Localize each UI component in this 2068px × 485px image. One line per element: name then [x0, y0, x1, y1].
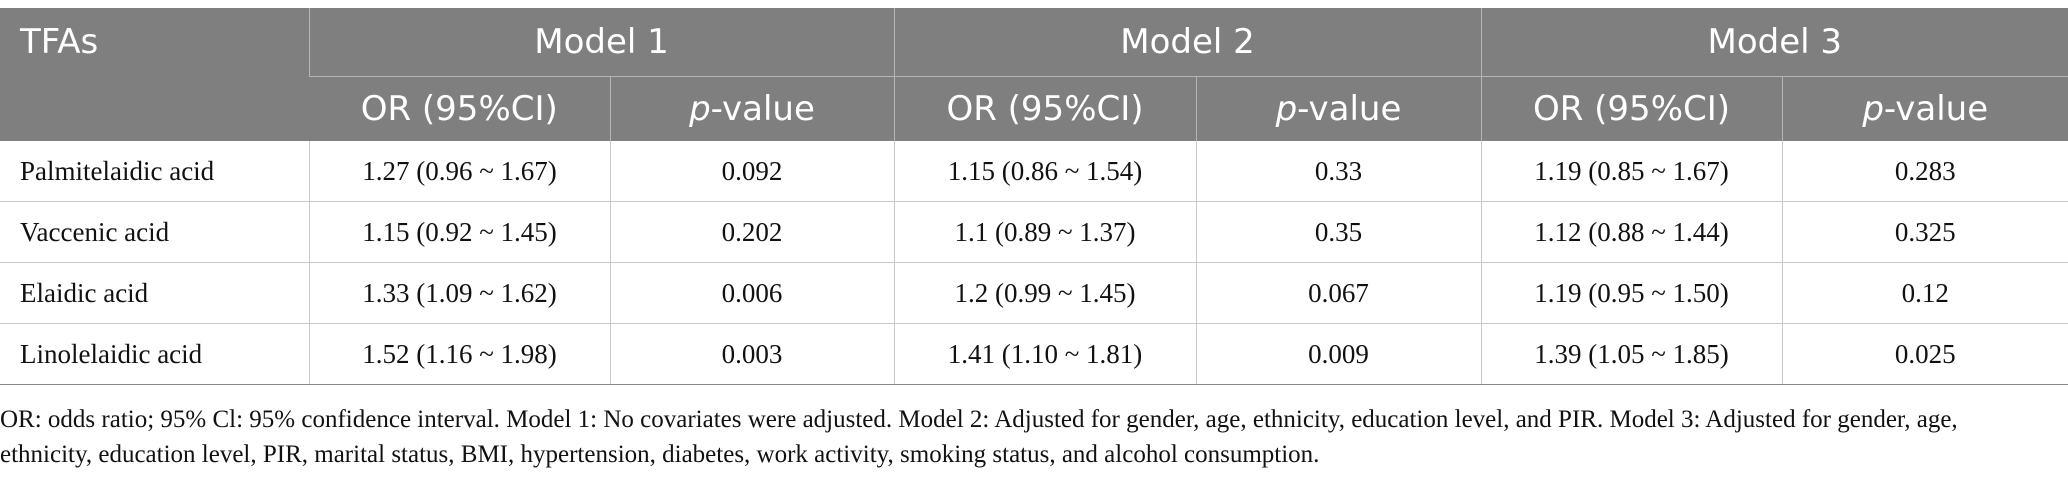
header-model-3: Model 3 — [1480, 8, 2068, 77]
cell-or-model-2: 1.41 (1.10 ~ 1.81) — [893, 323, 1196, 385]
cell-p-model-1: 0.003 — [609, 323, 894, 385]
header-tfas: TFAs — [0, 8, 309, 141]
table-body: Palmitelaidic acid 1.27 (0.96 ~ 1.67) 0.… — [0, 141, 2068, 385]
cell-or-model-1: 1.52 (1.16 ~ 1.98) — [308, 323, 610, 385]
cell-p-model-1: 0.202 — [609, 201, 894, 263]
cell-or-model-3: 1.12 (0.88 ~ 1.44) — [1480, 201, 1782, 263]
p-value-suffix: -value — [1883, 89, 1989, 129]
table-container: TFAs Model 1 Model 2 Model 3 OR (95%CI) … — [0, 8, 2068, 385]
cell-p-model-3: 0.325 — [1781, 201, 2068, 263]
cell-or-model-3: 1.39 (1.05 ~ 1.85) — [1480, 323, 1782, 385]
cell-p-model-3: 0.025 — [1781, 323, 2068, 385]
header-or-model-1: OR (95%CI) — [309, 76, 610, 141]
row-label: Vaccenic acid — [0, 201, 309, 263]
header-p-value-model-1: p-value — [609, 76, 894, 141]
cell-p-model-2: 0.35 — [1195, 201, 1481, 263]
table-row: Palmitelaidic acid 1.27 (0.96 ~ 1.67) 0.… — [0, 141, 2068, 202]
cell-p-model-3: 0.283 — [1781, 141, 2068, 202]
cell-p-model-2: 0.009 — [1195, 323, 1481, 385]
cell-or-model-2: 1.15 (0.86 ~ 1.54) — [893, 141, 1196, 202]
table-row: Vaccenic acid 1.15 (0.92 ~ 1.45) 0.202 1… — [0, 201, 2068, 263]
cell-p-model-2: 0.33 — [1195, 141, 1481, 202]
cell-or-model-1: 1.27 (0.96 ~ 1.67) — [308, 141, 610, 202]
cell-or-model-1: 1.33 (1.09 ~ 1.62) — [308, 262, 610, 324]
odds-ratio-table: TFAs Model 1 Model 2 Model 3 OR (95%CI) … — [0, 8, 2068, 385]
p-italic: p — [689, 89, 711, 129]
cell-or-model-3: 1.19 (0.95 ~ 1.50) — [1480, 262, 1782, 324]
table-row: Linolelaidic acid 1.52 (1.16 ~ 1.98) 0.0… — [0, 323, 2068, 385]
p-value-suffix: -value — [1297, 89, 1402, 129]
cell-p-model-2: 0.067 — [1195, 262, 1481, 324]
table-footnote: OR: odds ratio; 95% Cl: 95% confidence i… — [0, 406, 1958, 468]
p-value-suffix: -value — [710, 89, 815, 129]
row-label: Elaidic acid — [0, 262, 309, 324]
cell-or-model-1: 1.15 (0.92 ~ 1.45) — [308, 201, 610, 263]
cell-or-model-2: 1.2 (0.99 ~ 1.45) — [893, 262, 1196, 324]
header-or-model-3: OR (95%CI) — [1480, 76, 1782, 141]
cell-or-model-3: 1.19 (0.85 ~ 1.67) — [1480, 141, 1782, 202]
header-model-1: Model 1 — [308, 8, 894, 77]
header-model-2: Model 2 — [893, 8, 1481, 77]
p-italic: p — [1275, 89, 1298, 129]
cell-p-model-1: 0.092 — [609, 141, 894, 202]
row-label: Linolelaidic acid — [0, 323, 309, 385]
header-p-value-model-3: p-value — [1781, 76, 2068, 141]
table-row: Elaidic acid 1.33 (1.09 ~ 1.62) 0.006 1.… — [0, 262, 2068, 324]
row-label: Palmitelaidic acid — [0, 141, 309, 202]
header-or-model-2: OR (95%CI) — [893, 76, 1196, 141]
table-header: TFAs Model 1 Model 2 Model 3 OR (95%CI) … — [0, 8, 2068, 141]
cell-or-model-2: 1.1 (0.89 ~ 1.37) — [893, 201, 1196, 263]
p-italic: p — [1862, 89, 1884, 129]
cell-p-model-1: 0.006 — [609, 262, 894, 324]
cell-p-model-3: 0.12 — [1781, 262, 2068, 324]
header-p-value-model-2: p-value — [1195, 76, 1481, 141]
